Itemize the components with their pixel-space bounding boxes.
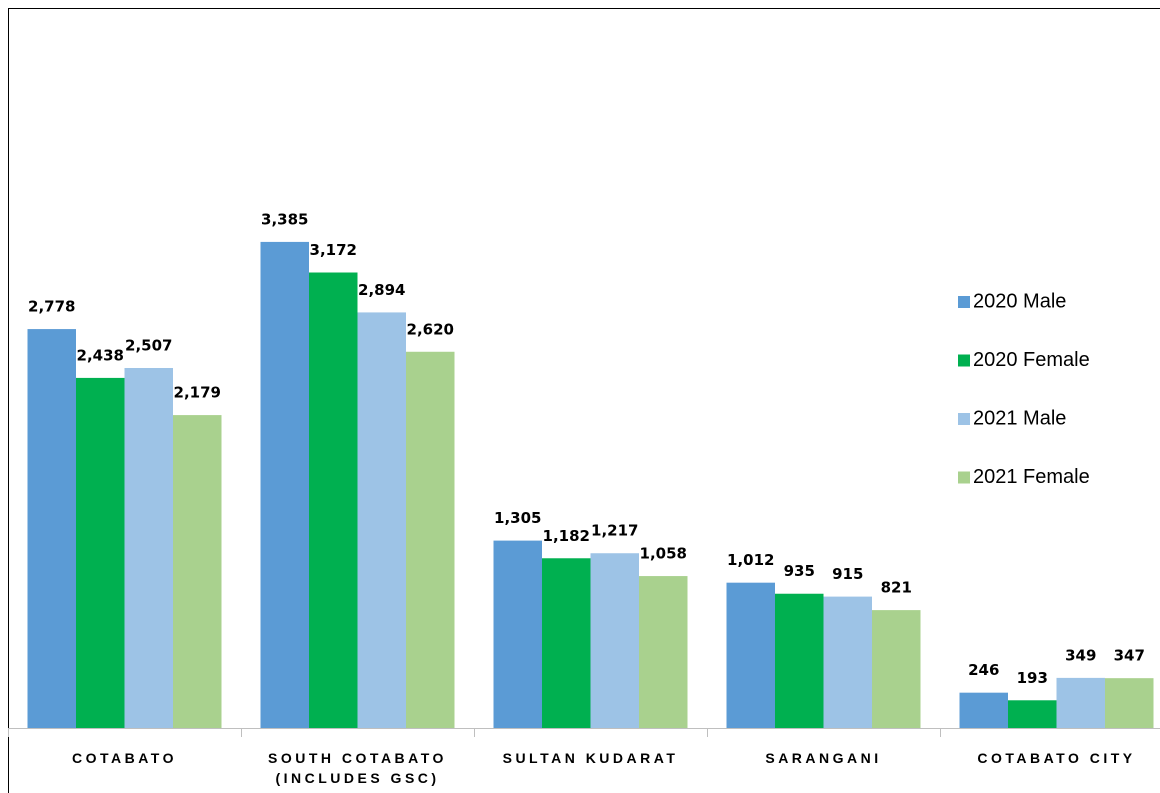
bar bbox=[542, 558, 591, 728]
value-label: 2,438 bbox=[77, 346, 124, 364]
value-label: 347 bbox=[1114, 647, 1145, 665]
x-tick-label: SOUTH COTABATO (INCLUDES GSC) bbox=[268, 750, 447, 786]
legend-label: 2021 Male bbox=[973, 407, 1066, 429]
bar bbox=[959, 692, 1008, 728]
value-label: 1,012 bbox=[727, 551, 774, 569]
legend-label: 2021 Female bbox=[973, 466, 1090, 488]
bar bbox=[357, 312, 406, 728]
bar bbox=[493, 540, 542, 728]
value-label: 915 bbox=[832, 565, 863, 583]
bar bbox=[726, 582, 775, 728]
bar bbox=[309, 272, 358, 728]
legend-label: 2020 Female bbox=[973, 349, 1090, 371]
legend-marker bbox=[958, 471, 970, 484]
value-label: 193 bbox=[1017, 669, 1048, 687]
value-label: 2,620 bbox=[407, 320, 454, 338]
value-label: 1,182 bbox=[543, 527, 590, 545]
value-label: 246 bbox=[968, 661, 999, 679]
value-label: 3,172 bbox=[310, 241, 357, 259]
bar bbox=[775, 593, 824, 728]
value-label: 1,058 bbox=[640, 545, 687, 563]
x-tick-label: SULTAN KUDARAT bbox=[502, 750, 679, 766]
value-label: 1,217 bbox=[591, 522, 638, 540]
legend-label: 2020 Male bbox=[973, 290, 1066, 312]
bar bbox=[260, 241, 309, 728]
bar bbox=[27, 329, 76, 728]
legend-marker bbox=[958, 354, 970, 367]
x-tick-label: COTABATO bbox=[72, 750, 177, 766]
bar bbox=[124, 367, 173, 728]
value-label: 935 bbox=[784, 562, 815, 580]
bar bbox=[590, 553, 639, 728]
value-label: 2,507 bbox=[125, 336, 172, 354]
legend-marker bbox=[958, 413, 970, 425]
value-label: 349 bbox=[1065, 646, 1096, 664]
bar bbox=[872, 610, 921, 728]
bar bbox=[173, 415, 222, 728]
bar bbox=[823, 596, 872, 728]
value-label: 821 bbox=[881, 579, 912, 597]
value-label: 3,385 bbox=[261, 210, 308, 228]
value-label: 2,894 bbox=[358, 281, 405, 299]
bar bbox=[76, 377, 125, 728]
value-label: 2,179 bbox=[174, 384, 221, 402]
bar bbox=[1056, 677, 1105, 728]
bar bbox=[1105, 678, 1154, 728]
bar bbox=[1008, 700, 1057, 728]
bar bbox=[639, 576, 688, 728]
x-tick-label: SARANGANI bbox=[765, 750, 882, 766]
x-tick-label: COTABATO CITY bbox=[977, 750, 1136, 766]
bar bbox=[406, 351, 455, 728]
value-label: 2,778 bbox=[28, 298, 75, 316]
legend-marker bbox=[958, 296, 970, 308]
value-label: 1,305 bbox=[494, 509, 541, 527]
